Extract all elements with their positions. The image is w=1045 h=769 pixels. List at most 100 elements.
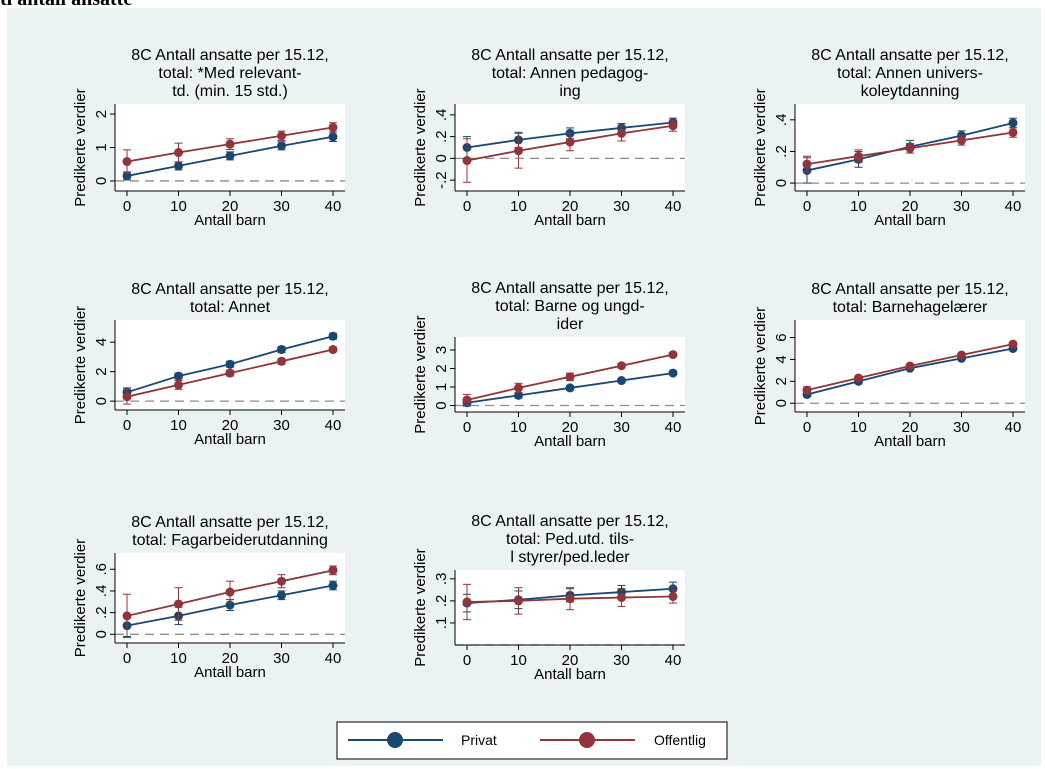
data-point-offentlig xyxy=(277,131,286,141)
data-point-offentlig xyxy=(462,395,472,405)
data-point-offentlig xyxy=(328,345,338,355)
data-point-offentlig xyxy=(565,594,575,604)
data-point-offentlig xyxy=(122,157,132,167)
y-tick-label: 0 xyxy=(93,397,110,405)
data-point-offentlig xyxy=(854,373,863,383)
y-tick-label: .4 xyxy=(433,109,450,122)
data-point-privat xyxy=(277,141,286,151)
x-tick-label: 0 xyxy=(123,650,131,667)
x-tick-label: 20 xyxy=(562,419,579,436)
x-axis-label: Antall barn xyxy=(534,666,606,683)
y-tick-label: 0 xyxy=(433,401,450,409)
x-axis-label: Antall barn xyxy=(874,433,946,450)
y-tick-label: 0 xyxy=(773,399,790,407)
x-tick-label: 20 xyxy=(562,652,579,669)
data-point-offentlig xyxy=(122,611,132,621)
y-tick-label: 4 xyxy=(773,355,790,363)
chart-title-line: 8C Antall ansatte per 15.12, xyxy=(471,47,668,64)
x-tick-label: 20 xyxy=(562,198,579,215)
chart-title-line: 8C Antall ansatte per 15.12, xyxy=(471,280,668,297)
data-point-offentlig xyxy=(462,597,472,607)
data-point-offentlig xyxy=(802,385,812,395)
x-tick-label: 0 xyxy=(803,198,811,215)
x-tick-label: 10 xyxy=(510,652,527,669)
x-tick-label: 10 xyxy=(170,198,187,215)
y-tick-label: 2 xyxy=(93,367,110,375)
data-point-offentlig xyxy=(565,372,575,382)
x-tick-label: 40 xyxy=(665,652,682,669)
x-axis-label: Antall barn xyxy=(534,212,606,229)
x-axis-label: Antall barn xyxy=(194,212,266,229)
chart-panel-7: 8C Antall ansatte per 15.12,total: Fagar… xyxy=(72,514,345,681)
legend-label-offentlig: Offentlig xyxy=(654,732,706,748)
x-tick-label: 30 xyxy=(613,198,630,215)
data-point-privat xyxy=(277,345,286,355)
x-tick-label: 40 xyxy=(325,417,342,434)
x-tick-label: 40 xyxy=(1005,198,1022,215)
y-tick-label: -.2 xyxy=(433,171,450,189)
x-tick-label: 10 xyxy=(510,419,527,436)
data-point-privat xyxy=(174,161,183,171)
page-title: ti antall ansatte xyxy=(0,0,132,11)
data-point-offentlig xyxy=(462,156,472,166)
y-tick-label: 4 xyxy=(93,338,110,346)
data-point-offentlig xyxy=(514,383,523,393)
data-point-offentlig xyxy=(174,380,183,390)
y-axis-label: Predikerte verdier xyxy=(72,539,89,657)
data-point-offentlig xyxy=(668,591,678,601)
y-tick-label: 2 xyxy=(433,364,450,372)
legend: Privat Offentlig xyxy=(336,721,728,760)
x-tick-label: 10 xyxy=(170,417,187,434)
x-tick-label: 0 xyxy=(123,417,131,434)
chart-title-line: 8C Antall ansatte per 15.12, xyxy=(811,281,1008,298)
legend-label-privat: Privat xyxy=(461,732,497,748)
chart-title-line: 8C Antall ansatte per 15.12, xyxy=(471,513,668,530)
y-axis-label: Predikerte verdier xyxy=(72,88,89,206)
chart-panel-5: 8C Antall ansatte per 15.12,total: Barne… xyxy=(412,280,685,450)
data-point-privat xyxy=(225,359,235,369)
x-tick-label: 30 xyxy=(273,417,290,434)
x-tick-label: 30 xyxy=(613,419,630,436)
chart-panel-8: 8C Antall ansatte per 15.12,total: Ped.u… xyxy=(412,513,685,683)
data-point-offentlig xyxy=(854,151,863,161)
data-point-privat xyxy=(328,331,338,341)
chart-title-line: 8C Antall ansatte per 15.12, xyxy=(131,514,328,531)
data-point-offentlig xyxy=(957,350,966,360)
data-point-offentlig xyxy=(225,368,235,378)
data-point-offentlig xyxy=(905,361,915,371)
data-point-privat xyxy=(174,371,183,381)
x-tick-label: 30 xyxy=(613,652,630,669)
x-axis-label: Antall barn xyxy=(194,664,266,681)
chart-title-line: ing xyxy=(559,83,580,100)
data-point-offentlig xyxy=(174,148,183,158)
data-point-privat xyxy=(565,383,575,393)
chart-title-line: total: Annen univers- xyxy=(837,65,983,82)
data-point-offentlig xyxy=(617,361,626,371)
y-tick-label: .2 xyxy=(93,606,110,619)
y-tick-label: .2 xyxy=(433,130,450,143)
x-tick-label: 0 xyxy=(803,419,811,436)
chart-title-line: total: Barne og ungd- xyxy=(495,298,644,315)
y-tick-label: 3 xyxy=(433,346,450,354)
y-axis-label: Predikerte verdier xyxy=(72,306,89,424)
x-tick-label: 20 xyxy=(222,650,239,667)
chart-title-line: ider xyxy=(557,316,584,333)
data-point-offentlig xyxy=(277,576,286,586)
data-point-offentlig xyxy=(905,143,915,153)
chart-panel-6: 8C Antall ansatte per 15.12,total: Barne… xyxy=(752,281,1025,450)
data-point-privat xyxy=(277,590,286,600)
chart-title-line: total: Annet xyxy=(190,299,271,316)
data-point-offentlig xyxy=(565,137,575,147)
x-tick-label: 30 xyxy=(953,198,970,215)
x-tick-label: 0 xyxy=(123,198,131,215)
y-tick-label: 0 xyxy=(773,179,790,187)
data-point-offentlig xyxy=(514,596,523,606)
data-point-offentlig xyxy=(1008,127,1018,137)
chart-panel-2: 8C Antall ansatte per 15.12,total: Annen… xyxy=(412,47,685,229)
y-tick-label: 0 xyxy=(93,177,110,185)
y-tick-label: 2 xyxy=(773,377,790,385)
y-tick-label: 0 xyxy=(93,630,110,638)
chart-panel-3: 8C Antall ansatte per 15.12,total: Annen… xyxy=(752,47,1025,229)
x-tick-label: 0 xyxy=(463,652,471,669)
x-tick-label: 0 xyxy=(463,198,471,215)
